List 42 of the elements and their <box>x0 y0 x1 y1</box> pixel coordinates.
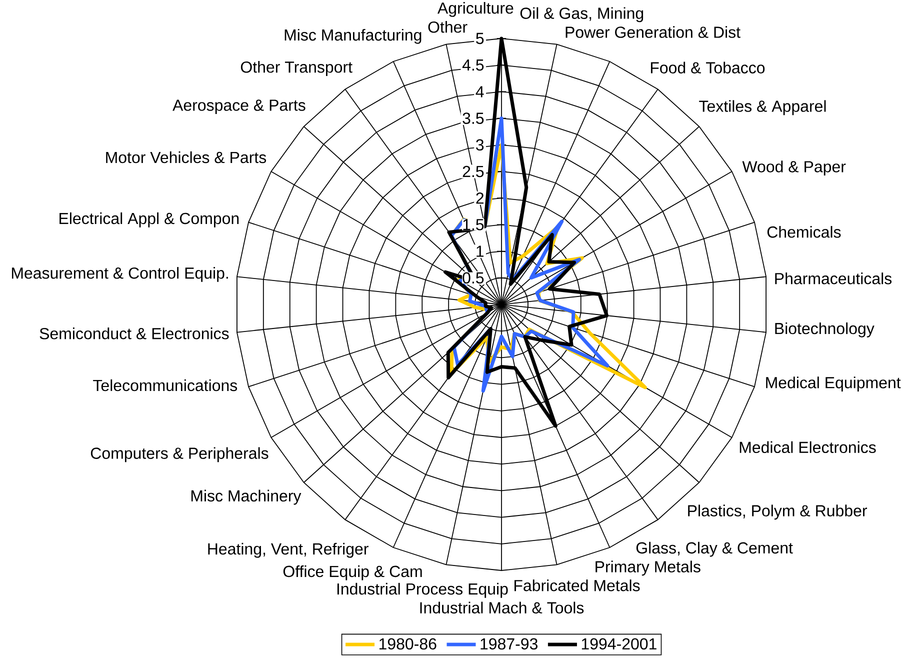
spoke-label: Electrical Appl & Compon <box>60 212 239 228</box>
y-tick-label: 4 <box>476 86 484 98</box>
spoke-label: Primary Metals <box>596 560 700 576</box>
y-tick-label: 1 <box>476 246 484 257</box>
spoke-label: Computers & Peripherals <box>90 447 268 462</box>
spoke-label: Pharmaceuticals <box>775 272 892 284</box>
spoke-label: Other Transport <box>240 61 352 76</box>
y-tick-label: 3 <box>476 139 484 151</box>
spoke-label: Medical Electronics <box>740 441 876 454</box>
spoke-label: Oil & Gas, Mining <box>520 7 644 22</box>
legend-label: 1980-86 <box>380 638 436 650</box>
spoke-label: Semiconduct & Electronics <box>40 328 229 340</box>
spoke-label: Misc Machinery <box>191 490 302 505</box>
y-tick-label: 2 <box>476 192 484 204</box>
spoke-label: Measurement & Control Equip. <box>12 267 228 282</box>
y-tick-label: 1.5 <box>463 219 484 230</box>
y-tick-label: 5 <box>476 32 484 44</box>
spoke-label: Plastics, Polym & Rubber <box>688 504 868 520</box>
spoke-label: Misc Manufacturing <box>284 28 422 44</box>
legend-label: 1987-93 <box>480 638 538 650</box>
y-tick-label: 2.5 <box>462 166 484 178</box>
y-tick-label: 3.5 <box>462 112 484 124</box>
spoke-label: Industrial Mach & Tools <box>420 602 584 614</box>
spoke-label: Office Equip & Cam <box>283 565 422 580</box>
spoke-label: Other <box>428 21 468 33</box>
spoke-label: Telecommunications <box>93 379 238 392</box>
y-tick-label: 4.5 <box>462 60 484 71</box>
spoke-label: Power Generation & Dist <box>566 26 740 38</box>
spoke-label: Textiles & Apparel <box>699 100 826 116</box>
spoke-label: Agriculture <box>437 2 514 17</box>
spoke-label: Biotechnology <box>775 322 874 338</box>
spoke-label: Medical Equipment <box>766 376 901 392</box>
spoke-label: Wood & Paper <box>742 160 846 176</box>
spoke-label: Heating, Vent, Refriger <box>208 542 368 558</box>
spoke-label: Food & Tobacco <box>650 62 765 74</box>
spoke-label: Aerospace & Parts <box>172 100 306 114</box>
spoke-label: Industrial Process Equip <box>337 582 508 598</box>
spoke-label: Fabricated Metals <box>514 579 640 592</box>
spoke-label: Glass, Clay & Cement <box>636 542 793 557</box>
legend-label: 1994-2001 <box>582 638 656 650</box>
spoke-label: Chemicals <box>767 226 841 238</box>
spoke-label: Motor Vehicles & Parts <box>106 151 266 164</box>
